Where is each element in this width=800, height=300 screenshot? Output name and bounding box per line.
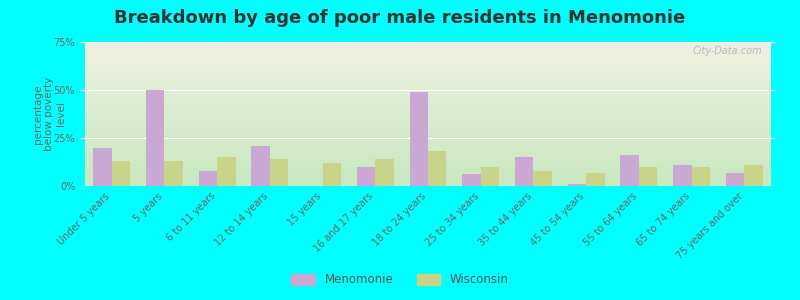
Bar <box>270 159 288 186</box>
Bar <box>198 171 217 186</box>
Bar <box>673 165 692 186</box>
Bar <box>322 163 341 186</box>
Text: City-Data.com: City-Data.com <box>693 46 762 56</box>
Bar <box>621 155 639 186</box>
Bar <box>93 148 112 186</box>
Bar <box>428 152 446 186</box>
Bar <box>481 167 499 186</box>
Bar <box>112 161 130 186</box>
Bar <box>692 167 710 186</box>
Bar <box>568 184 586 186</box>
Bar <box>357 167 375 186</box>
Bar <box>146 90 164 186</box>
Bar <box>639 167 658 186</box>
Bar <box>251 146 270 186</box>
Bar <box>515 157 534 186</box>
Bar <box>164 161 183 186</box>
Bar <box>534 171 552 186</box>
Bar <box>726 172 744 186</box>
Y-axis label: percentage
below poverty
level: percentage below poverty level <box>33 77 66 151</box>
Bar <box>462 175 481 186</box>
Bar <box>217 157 235 186</box>
Bar <box>744 165 763 186</box>
Text: Breakdown by age of poor male residents in Menomonie: Breakdown by age of poor male residents … <box>114 9 686 27</box>
Bar <box>586 172 605 186</box>
Legend: Menomonie, Wisconsin: Menomonie, Wisconsin <box>286 269 514 291</box>
Bar <box>375 159 394 186</box>
Bar <box>410 92 428 186</box>
